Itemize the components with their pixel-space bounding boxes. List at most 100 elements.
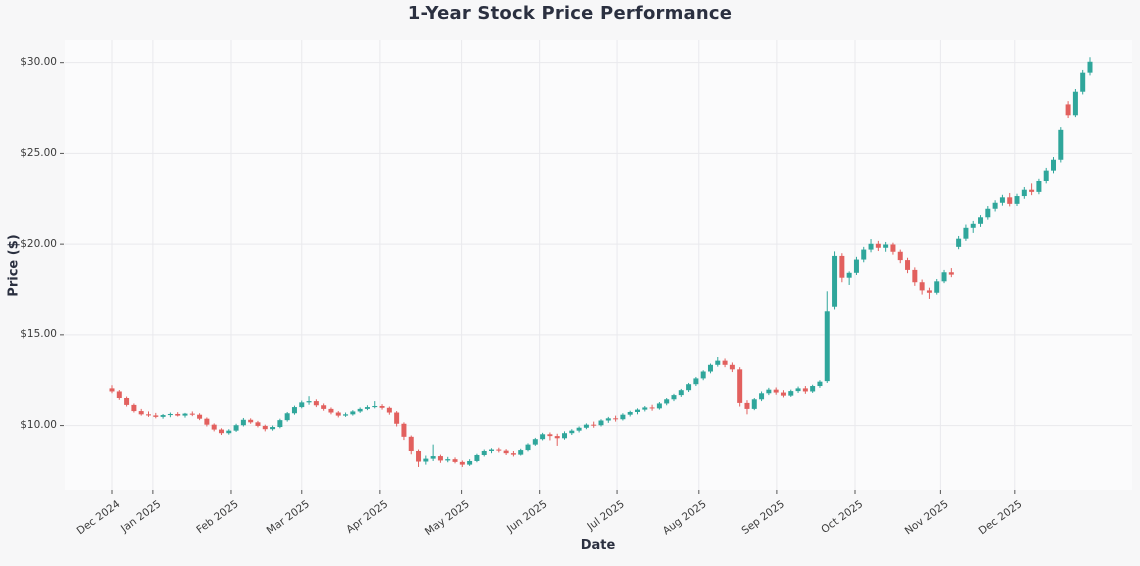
candle-up [627, 411, 633, 415]
candle-down [780, 392, 786, 396]
candle-down [613, 418, 619, 420]
y-axis-label: Price ($) [6, 234, 22, 297]
candle-up [233, 425, 239, 431]
candle-up [992, 202, 998, 209]
candle-down [408, 436, 414, 451]
candle-down [335, 412, 341, 416]
candle-up [445, 459, 451, 461]
candle-up [963, 227, 969, 239]
candle-up [620, 414, 626, 420]
candle-up [350, 411, 356, 415]
candle-up [766, 389, 772, 394]
candle-down [905, 260, 911, 270]
candle-up [474, 454, 480, 461]
candle-up [853, 259, 859, 273]
candle-up [277, 420, 283, 428]
candle-up [583, 424, 589, 428]
candle-up [423, 458, 429, 462]
y-tick-label: $10.00 [20, 419, 57, 432]
candle-up [291, 407, 297, 414]
candle-down [197, 414, 203, 419]
candle-down [218, 429, 224, 434]
candle-down [459, 461, 465, 465]
candle-up [430, 456, 436, 459]
candle-up [810, 386, 816, 392]
candle-down [394, 412, 400, 424]
candle-down [722, 360, 728, 365]
candle-down [255, 422, 261, 426]
candle-up [868, 243, 874, 250]
candle-down [729, 364, 735, 370]
candle-down [211, 424, 217, 430]
candle-down [401, 423, 407, 437]
candle-up [1080, 72, 1086, 92]
y-tick-label: $25.00 [20, 146, 57, 159]
candle-down [109, 388, 115, 392]
candle-down [839, 255, 845, 278]
candle-up [532, 439, 538, 445]
candle-up [1051, 159, 1057, 171]
candle-up [634, 409, 640, 412]
candle-up [999, 197, 1005, 203]
candle-up [656, 403, 662, 409]
candle-down [496, 449, 502, 451]
candle-down [912, 269, 918, 283]
candle-up [1036, 180, 1042, 192]
candle-up [226, 430, 232, 434]
candle-down [919, 282, 925, 291]
candle-up [934, 281, 940, 293]
candle-down [948, 272, 954, 275]
candle-up [817, 381, 823, 387]
candle-down [262, 425, 268, 430]
candle-down [145, 414, 151, 416]
y-tick-label: $15.00 [20, 328, 57, 341]
candle-up [759, 393, 765, 400]
candle-up [1072, 91, 1078, 116]
candle-down [437, 456, 443, 461]
candle-up [525, 444, 531, 451]
candle-down [189, 413, 195, 415]
candle-down [890, 244, 896, 252]
candle-down [926, 290, 932, 293]
candle-up [1014, 196, 1020, 204]
candle-up [664, 399, 670, 404]
candle-up [970, 223, 976, 228]
chart-title: 1-Year Stock Price Performance [407, 3, 733, 24]
candle-down [248, 419, 254, 423]
y-tick-label: $30.00 [20, 56, 57, 69]
plot-area [65, 40, 1132, 490]
candle-down [124, 398, 130, 405]
candle-up [569, 430, 575, 434]
candle-down [554, 436, 560, 439]
candle-down [153, 415, 159, 417]
candle-down [744, 402, 750, 409]
candle-up [671, 395, 677, 400]
candle-up [883, 244, 889, 248]
candle-up [642, 407, 648, 410]
candle-up [1043, 170, 1049, 181]
candle-up [1087, 61, 1093, 73]
candle-down [737, 369, 743, 403]
candle-up [941, 272, 947, 282]
candle-up [306, 401, 312, 403]
candle-down [1007, 197, 1013, 204]
candle-down [510, 453, 516, 455]
candle-up [167, 413, 173, 416]
candle-up [751, 399, 757, 409]
candle-down [503, 450, 509, 454]
candle-up [284, 413, 290, 421]
candle-up [240, 419, 246, 426]
x-axis-label: Date [580, 538, 616, 553]
candle-up [824, 311, 830, 382]
candle-up [372, 405, 378, 408]
candle-up [576, 427, 582, 431]
candle-down [802, 388, 808, 392]
candle-up [481, 450, 487, 455]
candle-down [313, 401, 319, 406]
candle-down [773, 389, 779, 393]
candle-up [1021, 189, 1027, 197]
candle-up [540, 434, 546, 440]
candle-up [678, 390, 684, 396]
